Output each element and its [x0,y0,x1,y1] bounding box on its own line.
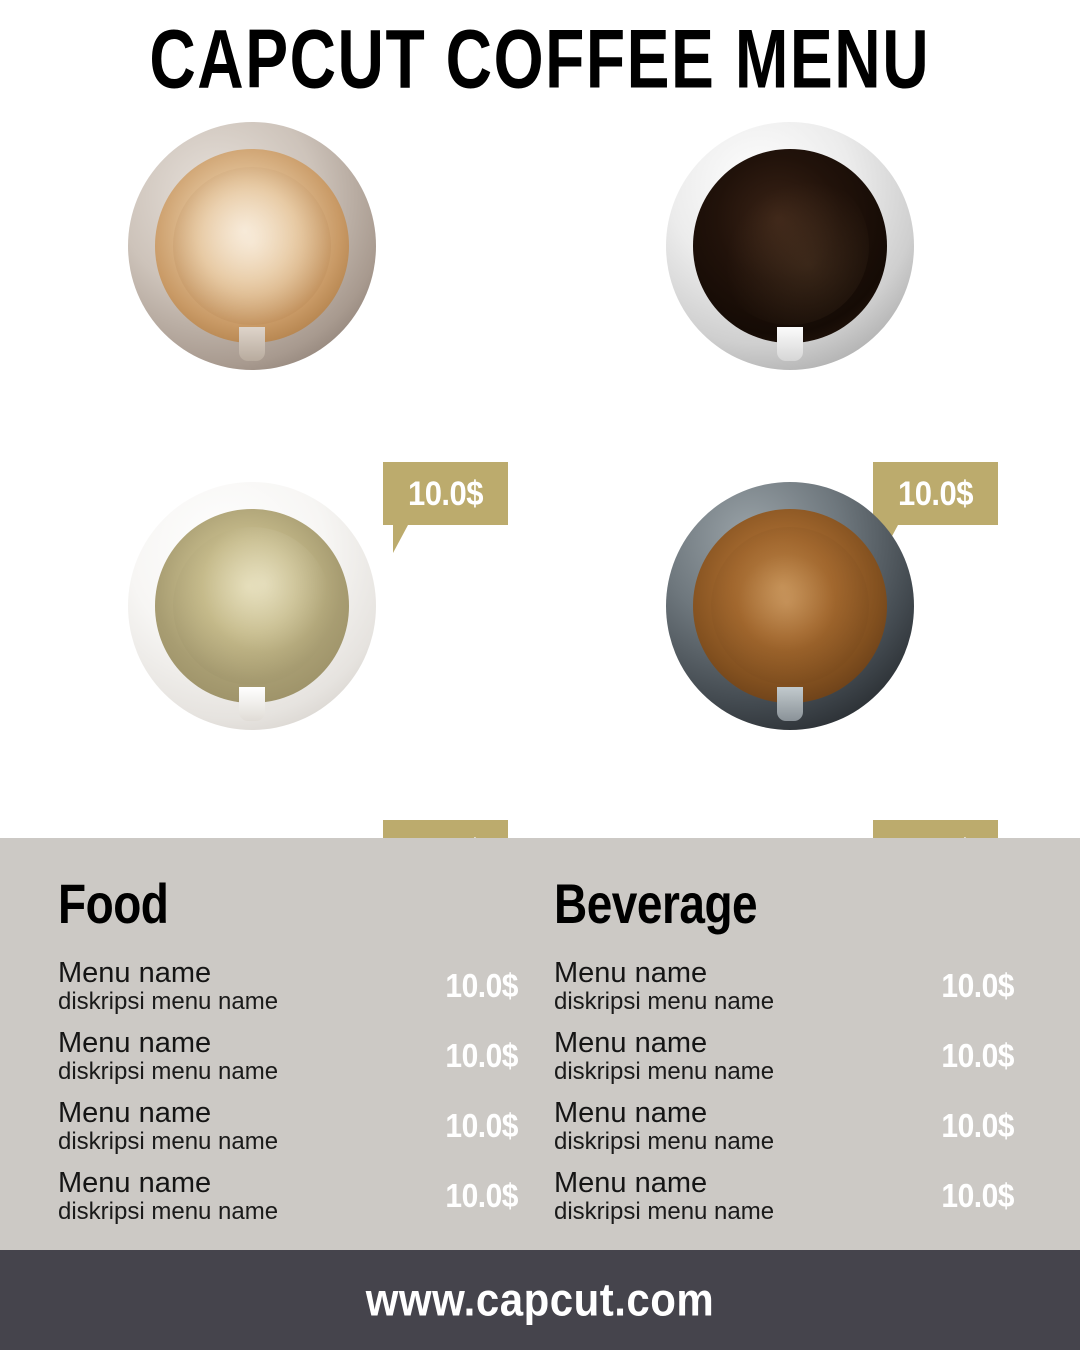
menu-item-desc: diskripsi menu name [554,1197,775,1225]
menu-item-text: Menu name diskripsi menu name [58,1026,427,1086]
product-price: 10.0$ [407,473,484,513]
menu-item-name: Menu name [58,1166,212,1199]
menu-section-food: Food Menu name diskripsi menu name 10.0$… [58,872,518,1232]
menu-item-name: Menu name [58,956,212,989]
menu-item-price: 10.0$ [445,1177,518,1215]
menu-item-desc: diskripsi menu name [58,1057,279,1085]
menu-section-beverage: Beverage Menu name diskripsi menu name 1… [554,872,1014,1232]
menu-item-desc: diskripsi menu name [554,987,775,1015]
product-price: 10.0$ [897,473,974,513]
menu-item-text: Menu name diskripsi menu name [554,1096,923,1156]
menu-list-item[interactable]: Menu name diskripsi menu name 10.0$ [554,1162,1014,1232]
product-grid: 10.0$ Coffee latte 10.0$ Coffee tubruk [0,120,1080,926]
menu-list-item[interactable]: Menu name diskripsi menu name 10.0$ [554,1022,1014,1092]
section-title: Food [58,872,169,935]
coffee-cup-black-icon [666,122,914,370]
menu-item-text: Menu name diskripsi menu name [554,1026,923,1086]
page-title: CAPCUT COFFEE MENU [149,13,931,107]
menu-list-item[interactable]: Menu name diskripsi menu name 10.0$ [58,1162,518,1232]
menu-item-name: Menu name [58,1026,212,1059]
menu-item-price: 10.0$ [445,1037,518,1075]
menu-item-name: Menu name [554,956,708,989]
menu-item-price: 10.0$ [941,1107,1014,1145]
menu-item-text: Menu name diskripsi menu name [58,956,427,1016]
website-url[interactable]: www.capcut.com [365,1273,715,1326]
footer-bar: www.capcut.com [0,1250,1080,1350]
header: CAPCUT COFFEE MENU [0,0,1080,120]
product-card-latte[interactable]: 10.0$ Coffee latte [20,120,520,566]
menu-list-item[interactable]: Menu name diskripsi menu name 10.0$ [58,1022,518,1092]
menu-item-price: 10.0$ [941,967,1014,1005]
menu-list-item[interactable]: Menu name diskripsi menu name 10.0$ [554,952,1014,1022]
menu-item-name: Menu name [554,1096,708,1129]
product-card-tubruk[interactable]: 10.0$ Coffee tubruk [540,120,1040,566]
menu-item-text: Menu name diskripsi menu name [58,1166,427,1226]
badge-body [383,462,508,525]
menu-list-item[interactable]: Menu name diskripsi menu name 10.0$ [58,952,518,1022]
menu-list-item[interactable]: Menu name diskripsi menu name 10.0$ [554,1092,1014,1162]
coffee-cup-latte-icon [128,122,376,370]
menu-item-desc: diskripsi menu name [554,1057,775,1085]
menu-item-name: Menu name [58,1096,212,1129]
menu-item-text: Menu name diskripsi menu name [58,1096,427,1156]
coffee-cup-coklat-icon [666,482,914,730]
menu-item-name: Menu name [554,1026,708,1059]
menu-item-price: 10.0$ [445,1107,518,1145]
menu-item-desc: diskripsi menu name [58,1197,279,1225]
menu-item-price: 10.0$ [941,1037,1014,1075]
menu-item-desc: diskripsi menu name [58,1127,279,1155]
section-title: Beverage [554,872,758,935]
menu-item-name: Menu name [554,1166,708,1199]
menu-item-price: 10.0$ [445,967,518,1005]
badge-tail [393,525,408,553]
menu-item-price: 10.0$ [941,1177,1014,1215]
price-badge: 10.0$ [383,462,508,553]
menu-lists-panel: Food Menu name diskripsi menu name 10.0$… [0,838,1080,1250]
menu-item-text: Menu name diskripsi menu name [554,956,923,1016]
menu-item-desc: diskripsi menu name [58,987,279,1015]
menu-list-item[interactable]: Menu name diskripsi menu name 10.0$ [58,1092,518,1162]
menu-item-text: Menu name diskripsi menu name [554,1166,923,1226]
badge-body [873,462,998,525]
product-card-coklat[interactable]: 10.0$ Coffee coklat [540,480,1040,926]
product-card-machiato[interactable]: 10.0$ Coffee machiato [20,480,520,926]
coffee-cup-machiato-icon [128,482,376,730]
menu-item-desc: diskripsi menu name [554,1127,775,1155]
